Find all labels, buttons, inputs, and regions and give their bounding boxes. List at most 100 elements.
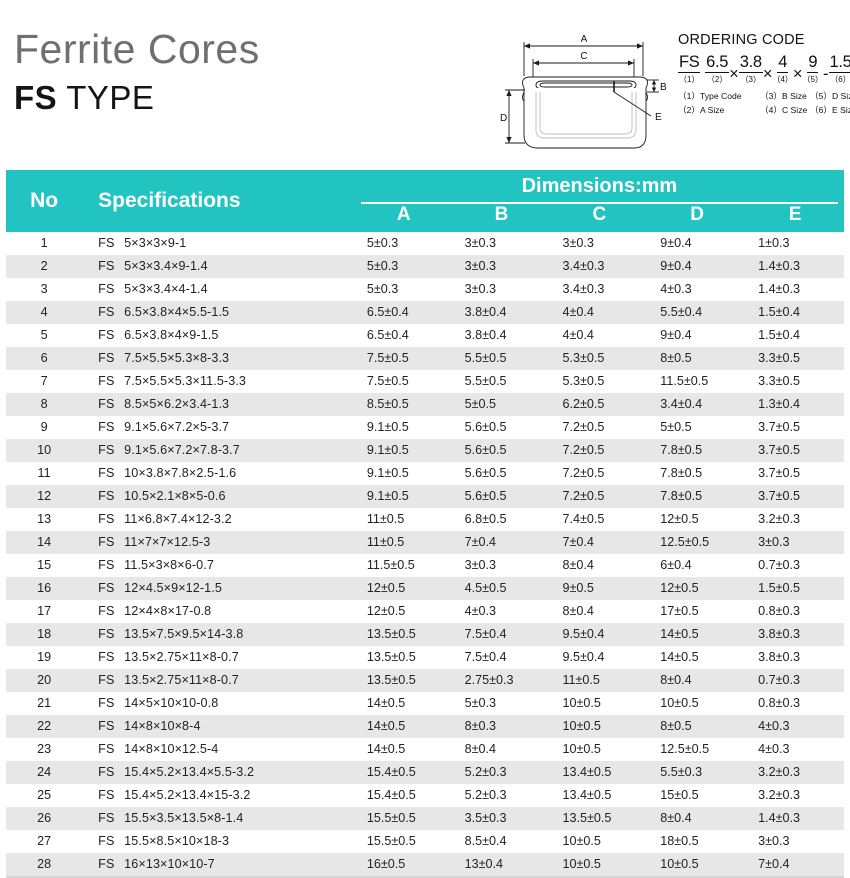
cell-dim-a: 9.1±0.5: [354, 415, 453, 439]
cell-spec-value: 14×5×10×10-0.8: [124, 696, 219, 710]
cell-dim-c: 5.3±0.5: [550, 369, 649, 393]
cell-dim-e: 3.7±0.5: [746, 484, 844, 508]
table-row: 28 FS 16×13×10×10-7 16±0.5 13±0.4 10±0.5 10±0.…: [6, 852, 844, 876]
cell-spec-prefix: FS: [98, 742, 115, 756]
cell-dim-a: 13.5±0.5: [354, 645, 453, 669]
cell-no: 16: [6, 576, 83, 600]
cell-dim-e: 3.7±0.5: [746, 461, 844, 485]
cell-spec-prefix: FS: [98, 719, 115, 733]
cell-dim-a: 15.4±0.5: [354, 783, 453, 807]
cell-no: 10: [6, 438, 83, 462]
cell-dim-c: 7.2±0.5: [550, 461, 649, 485]
specifications-table: No Specifications Dimensions:mm A B C D …: [6, 170, 844, 876]
legend-item: （3）B Size: [760, 90, 807, 101]
drawing-label-e: E: [655, 112, 662, 123]
legend-item: （4）C Size: [760, 105, 808, 116]
cell-dim-e: 0.7±0.3: [746, 553, 844, 577]
cell-spec: FS 13.5×2.75×11×8-0.7: [82, 668, 355, 692]
column-header-specifications: Specifications: [82, 170, 355, 232]
cell-spec: FS 9.1×5.6×7.2×5-3.7: [82, 415, 355, 439]
cell-dim-e: 3.2±0.3: [746, 783, 844, 807]
cell-no: 25: [6, 783, 83, 807]
cell-dim-a: 15.4±0.5: [354, 760, 453, 784]
cell-no: 1: [6, 231, 83, 255]
cell-dim-c: 4±0.4: [550, 300, 649, 324]
cell-spec-prefix: FS: [98, 627, 115, 641]
cell-dim-d: 11.5±0.5: [648, 369, 747, 393]
core-drawing-svg: A C B D E: [500, 34, 667, 149]
cell-dim-b: 7.5±0.4: [452, 645, 551, 669]
cell-dim-d: 15±0.5: [648, 783, 747, 807]
cell-dim-d: 8±0.5: [648, 714, 747, 738]
cell-spec-value: 5×3×3.4×9-1.4: [124, 259, 208, 273]
cell-dim-e: 3.8±0.3: [746, 645, 844, 669]
cell-dim-e: 3.2±0.3: [746, 760, 844, 784]
cell-dim-c: 7.4±0.5: [550, 507, 649, 531]
cell-no: 4: [6, 300, 83, 324]
cell-dim-b: 7.5±0.4: [452, 622, 551, 646]
ordering-segment-5: 9 （5）: [803, 53, 823, 84]
cell-dim-a: 5±0.3: [354, 231, 453, 255]
cell-dim-e: 1.5±0.4: [746, 323, 844, 347]
cell-no: 23: [6, 737, 83, 761]
cell-no: 27: [6, 829, 83, 853]
cell-dim-e: 3.3±0.5: [746, 369, 844, 393]
table-head: No Specifications Dimensions:mm A B C D …: [6, 170, 844, 232]
cell-spec: FS 6.5×3.8×4×9-1.5: [82, 323, 355, 347]
ordering-segment-marker: （3）: [740, 74, 762, 84]
cell-no: 21: [6, 691, 83, 715]
cell-spec: FS 12×4×8×17-0.8: [82, 599, 355, 623]
cell-dim-d: 6±0.4: [648, 553, 747, 577]
cell-dim-b: 2.75±0.3: [452, 668, 551, 692]
cell-dim-c: 5.3±0.5: [550, 346, 649, 370]
cell-spec-value: 13.5×2.75×11×8-0.7: [124, 650, 239, 664]
table-row: 27 FS 15.5×8.5×10×18-3 15.5±0.5 8.5±0.4 10±0.…: [6, 829, 844, 853]
cell-spec-value: 6.5×3.8×4×5.5-1.5: [124, 305, 230, 319]
cell-spec: FS 11×6.8×7.4×12-3.2: [82, 507, 355, 531]
cell-dim-a: 9.1±0.5: [354, 461, 453, 485]
cell-dim-a: 8.5±0.5: [354, 392, 453, 416]
cell-dim-d: 5.5±0.4: [648, 300, 747, 324]
drawing-label-b: B: [660, 82, 667, 93]
table-row: 16 FS 12×4.5×9×12-1.5 12±0.5 4.5±0.5 9±0.5 12±…: [6, 576, 844, 600]
cell-dim-d: 10±0.5: [648, 691, 747, 715]
cell-spec-prefix: FS: [98, 305, 115, 319]
cell-spec-prefix: FS: [98, 374, 115, 388]
ordering-code-example: FS （1） 6.5 （2） × 3.8 （3） × 4 （4）: [678, 53, 850, 84]
cell-no: 8: [6, 392, 83, 416]
cell-spec-value: 15.5×8.5×10×18-3: [124, 834, 230, 848]
cell-spec-value: 9.1×5.6×7.2×7.8-3.7: [124, 443, 240, 457]
cell-dim-c: 11±0.5: [550, 668, 649, 692]
cell-dim-d: 7.8±0.5: [648, 484, 747, 508]
cell-dim-a: 14±0.5: [354, 714, 453, 738]
cell-dim-b: 5.5±0.5: [452, 369, 551, 393]
table-row: 8 FS 8.5×5×6.2×3.4-1.3 8.5±0.5 5±0.5 6.2±0.5 3…: [6, 392, 844, 416]
cell-no: 18: [6, 622, 83, 646]
cell-spec: FS 14×5×10×10-0.8: [82, 691, 355, 715]
cell-dim-c: 10±0.5: [550, 714, 649, 738]
cell-no: 3: [6, 277, 83, 301]
core-hole-inner: [539, 82, 633, 88]
cell-spec-value: 9.1×5.6×7.2×5-3.7: [124, 420, 230, 434]
cell-spec-prefix: FS: [98, 466, 115, 480]
cell-dim-b: 5.6±0.5: [452, 484, 551, 508]
cell-dim-a: 15.5±0.5: [354, 806, 453, 830]
cell-spec-value: 10×3.8×7.8×2.5-1.6: [124, 466, 237, 480]
page-banner: Ferrite Cores FS TYPE: [0, 0, 850, 170]
cell-spec: FS 16×13×10×10-7: [82, 852, 355, 876]
cell-spec-prefix: FS: [98, 328, 115, 342]
cell-no: 9: [6, 415, 83, 439]
ordering-code-title: ORDERING CODE: [678, 32, 805, 48]
cell-dim-e: 3.2±0.3: [746, 507, 844, 531]
cell-dim-d: 9±0.4: [648, 323, 747, 347]
cell-dim-e: 1.5±0.5: [746, 576, 844, 600]
cell-no: 20: [6, 668, 83, 692]
table-row: 1 FS 5×3×3×9-1 5±0.3 3±0.3 3±0.3 9±0.4 1±0.3: [6, 231, 844, 255]
cell-dim-b: 5±0.3: [452, 691, 551, 715]
cell-dim-a: 15.5±0.5: [354, 829, 453, 853]
table-row: 19 FS 13.5×2.75×11×8-0.7 13.5±0.5 7.5±0.4 9.5…: [6, 645, 844, 669]
cell-no: 22: [6, 714, 83, 738]
cell-spec: FS 11×7×7×12.5-3: [82, 530, 355, 554]
ordering-segment-value: 1.5: [828, 53, 850, 74]
cell-dim-a: 14±0.5: [354, 737, 453, 761]
